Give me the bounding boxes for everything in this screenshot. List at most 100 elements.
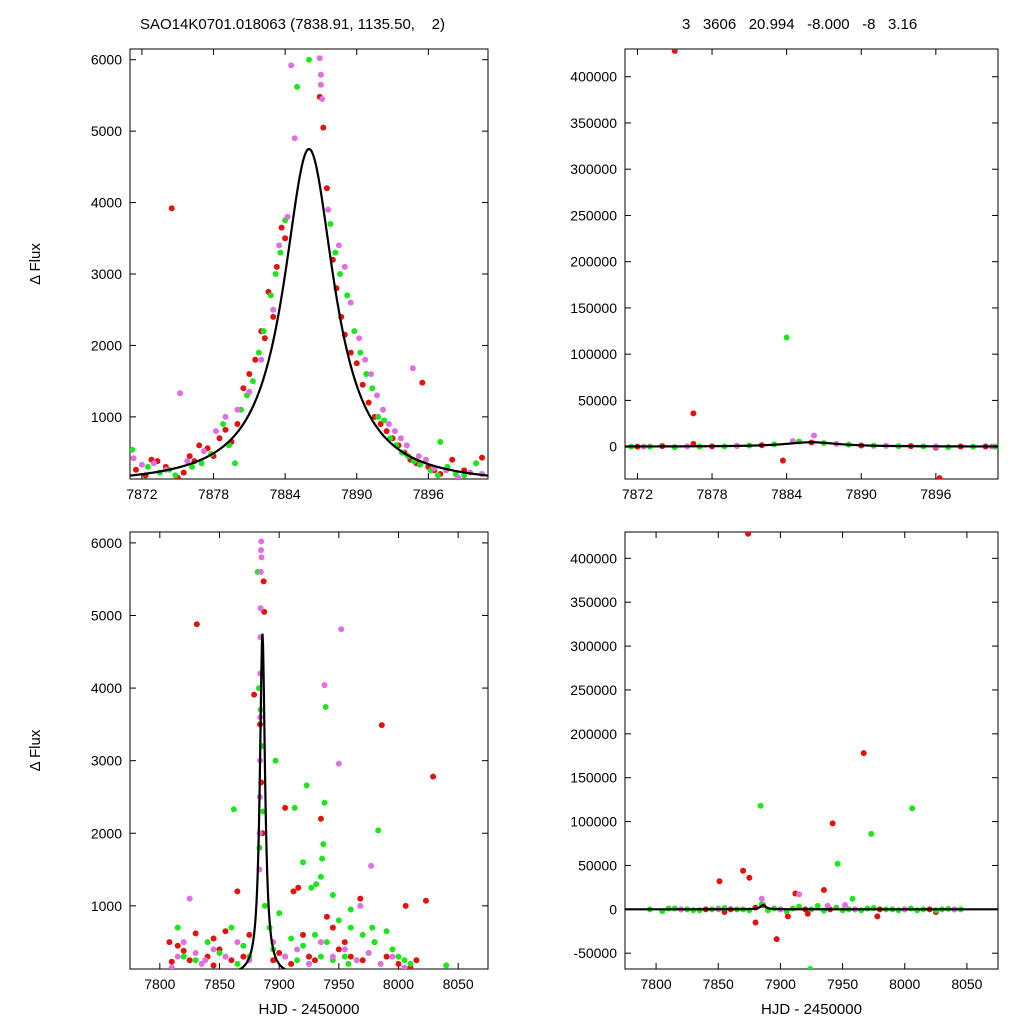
green-data-point: [357, 349, 364, 356]
red-data-point: [347, 953, 354, 960]
y-tick-label: 2000: [91, 825, 122, 841]
green-data-point: [834, 860, 841, 867]
red-data-point: [270, 313, 277, 320]
green-data-point: [757, 802, 764, 809]
x-tick-label: 7850: [204, 976, 235, 992]
violet-data-point: [842, 901, 849, 908]
violet-data-point: [796, 891, 803, 898]
red-data-point: [395, 960, 402, 967]
x-tick-label: 7890: [341, 486, 372, 502]
red-data-point: [402, 902, 409, 909]
plot-frame: [624, 48, 999, 480]
green-data-point: [807, 966, 814, 969]
red-data-point: [234, 888, 241, 895]
green-data-point: [401, 957, 408, 964]
x-tick-label: 7950: [827, 976, 858, 992]
green-data-point: [322, 703, 329, 710]
violet-data-point: [180, 939, 187, 946]
red-data-point: [341, 939, 348, 946]
plot-frame: [624, 531, 999, 970]
y-tick-label: 0: [609, 901, 617, 917]
red-data-point: [300, 931, 307, 938]
red-data-point: [874, 913, 881, 920]
green-data-point: [814, 902, 821, 909]
green-data-point: [232, 460, 239, 467]
green-data-point: [395, 953, 402, 960]
violet-data-point: [234, 406, 241, 413]
violet-data-point: [212, 428, 219, 435]
violet-data-point: [294, 946, 301, 953]
green-data-point: [359, 931, 366, 938]
model-fit-curve: [130, 147, 488, 477]
y-tick-label: 400000: [570, 550, 617, 566]
red-data-point: [295, 884, 302, 891]
green-data-point: [313, 881, 320, 888]
y-tick-label: 3000: [91, 266, 122, 282]
panel-top-left-zoomed-flux: 7872 7878 7884 7890 7896 1000 2000 3000 4000 5000…: [27, 48, 489, 502]
violet-data-point: [338, 626, 345, 633]
violet-data-point: [270, 306, 277, 313]
green-data-point: [267, 292, 274, 299]
y-tick-label: 6000: [91, 535, 122, 551]
violet-data-point: [258, 554, 265, 561]
violet-data-point: [335, 760, 342, 767]
red-data-point: [168, 205, 175, 212]
violet-data-point: [341, 263, 348, 270]
red-data-point: [829, 820, 836, 827]
green-data-point: [294, 957, 301, 964]
violet-data-point: [276, 242, 283, 249]
x-tick-label: 7896: [413, 486, 444, 502]
red-data-point: [252, 356, 259, 363]
green-data-point: [332, 249, 339, 256]
x-tick-label: 7950: [323, 976, 354, 992]
violet-data-point: [319, 96, 326, 102]
y-tick-label: 350000: [570, 594, 617, 610]
green-data-point: [276, 910, 283, 917]
red-data-point: [311, 957, 318, 964]
red-data-point: [317, 815, 324, 822]
green-data-point: [437, 438, 444, 445]
violet-data-point: [397, 435, 404, 442]
y-tick-label: 150000: [570, 770, 617, 786]
panel-bottom-left-season-flux: 7800 7850 7900 7950 8000 8050 1000 2000 3000 4000…: [27, 531, 489, 1018]
y-tick-label: 350000: [570, 115, 617, 131]
model-fit-curve: [237, 633, 288, 969]
violet-data-point: [379, 406, 386, 413]
green-data-point: [473, 460, 480, 467]
red-data-point: [430, 773, 437, 780]
violet-data-point: [138, 461, 145, 468]
y-tick-label: 5000: [91, 607, 122, 623]
green-data-point: [416, 461, 423, 468]
green-data-point: [174, 924, 181, 931]
violet-data-point: [401, 964, 408, 969]
model-fit-curve: [625, 904, 998, 911]
red-data-point: [365, 399, 372, 406]
y-axis-label: Δ Flux: [27, 243, 44, 285]
red-data-point: [422, 897, 429, 904]
red-data-point: [746, 874, 753, 881]
red-data-point: [210, 962, 217, 969]
red-data-point: [234, 421, 241, 427]
violet-data-point: [317, 939, 324, 946]
green-data-point: [249, 378, 256, 385]
green-data-point: [230, 806, 237, 813]
green-data-point: [189, 463, 196, 470]
red-data-point: [413, 957, 420, 964]
red-data-point: [288, 960, 295, 967]
violet-data-point: [288, 62, 295, 69]
plot-frame: [129, 531, 489, 970]
red-data-point: [784, 913, 791, 920]
violet-data-point: [258, 547, 265, 554]
green-data-point: [291, 804, 298, 811]
green-data-point: [198, 460, 205, 467]
red-data-point: [745, 532, 752, 537]
green-data-point: [369, 924, 376, 931]
red-data-point: [260, 578, 267, 585]
red-data-point: [671, 49, 678, 54]
violet-data-point: [317, 71, 324, 78]
green-data-point: [317, 873, 324, 880]
red-data-point: [383, 428, 390, 435]
violet-data-point: [385, 421, 392, 427]
violet-data-point: [258, 356, 265, 363]
x-tick-label: 7872: [126, 486, 157, 502]
